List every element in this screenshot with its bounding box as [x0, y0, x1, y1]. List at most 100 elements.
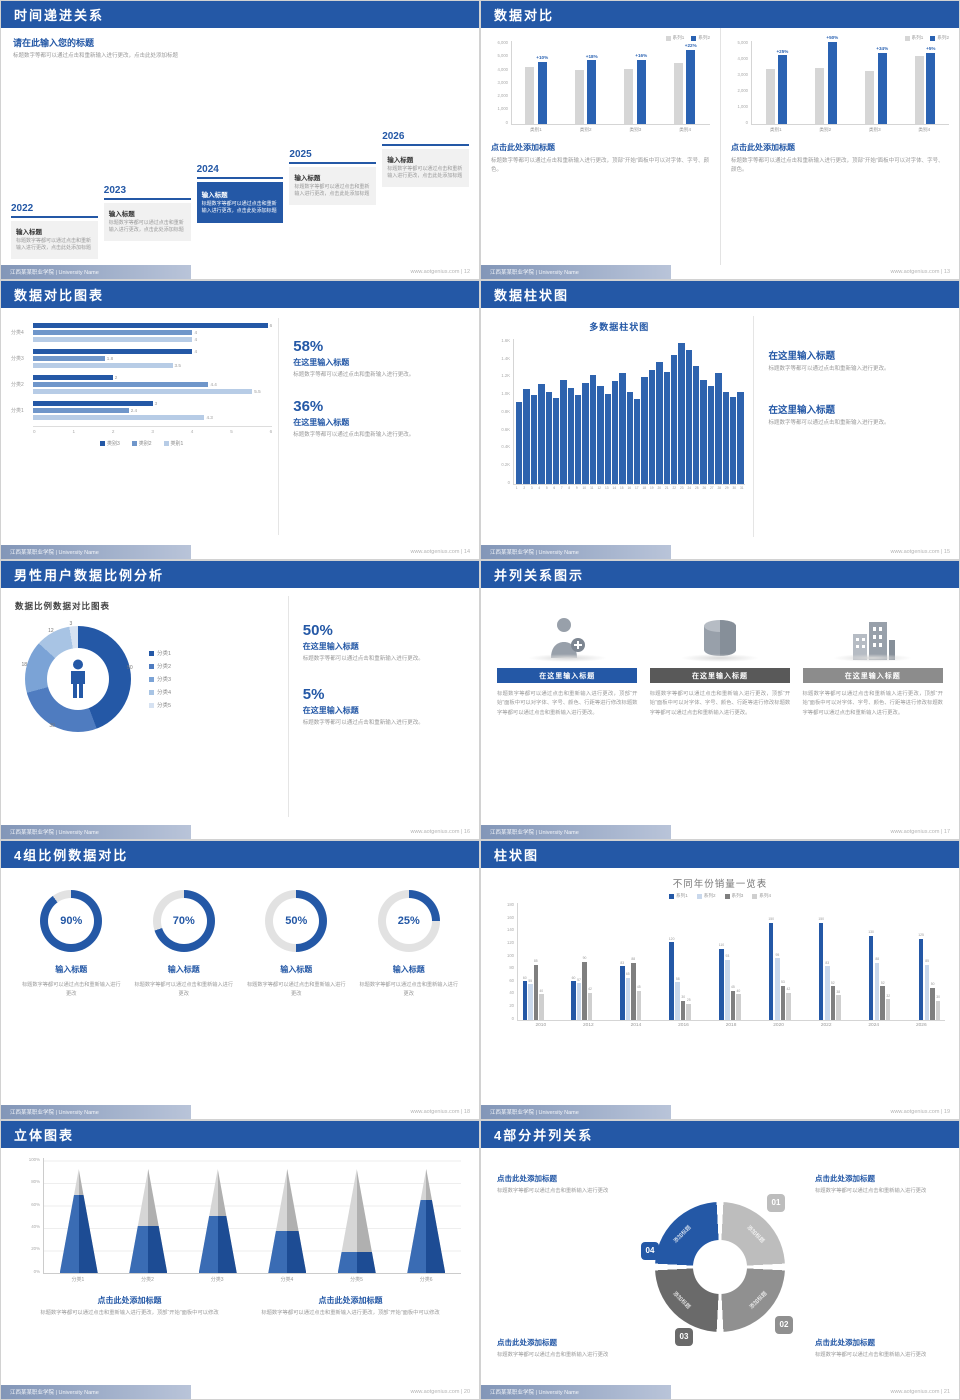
chart-title: 多数据柱状图: [589, 322, 650, 332]
slide-18-ratio-rings[interactable]: 4组比例数据对比 90% 输入标题 标题数字等都可以通过点击和重新输入进行更改 …: [0, 840, 480, 1120]
stat-title: 在这里输入标题: [293, 358, 350, 367]
slide-footer: 江西某某职业学院 | University Name www.aotgenius.…: [1, 545, 479, 559]
slide-body: 100% 80% 60% 40% 20% 0% 分类1 分类2 分类3 分类4 分类5 分类6 点击此…: [1, 1148, 479, 1385]
timeline-rule: [289, 161, 377, 164]
slide-19-grouped-columns[interactable]: 柱状图 不同年份销量一览表 系列1 系列2 系列3 系列4 180 160 140 1…: [480, 840, 960, 1120]
legend-label: 分类1: [157, 651, 172, 657]
progress-ring: 70%: [152, 890, 215, 952]
timeline-item-2022: 2022 输入标题 标题数字等都可以通过点击和重新输入进行更改，点击此处添加标题: [11, 203, 98, 259]
icon-shadow: [833, 654, 913, 662]
slide-title: 数据柱状图: [494, 288, 570, 303]
legend-label: 系列2: [698, 35, 710, 40]
ring-number-03: 03: [675, 1327, 693, 1346]
legend-swatch: [149, 650, 154, 656]
slide-15-column-chart[interactable]: 数据柱状图 多数据柱状图 1.6K 1.4K 1.2K 1.0K 0.8K 0.6K 0.4…: [480, 280, 960, 560]
slide-title: 时间递进关系: [14, 8, 105, 23]
timeline-card: 输入标题 标题数字等都可以通过点击和重新输入进行更改，点击此处添加标题: [289, 166, 377, 205]
ring-desc: 标题数字等都可以通过点击和重新输入进行更改: [134, 982, 234, 998]
stat-block: 在这里输入标题 标题数字等都可以通过点击和重新输入进行更改。: [768, 400, 945, 428]
left-blocks: 点击此处添加标题 标题数字等都可以通过点击和重新输入进行更改 点击此处添加标题 …: [497, 1173, 625, 1360]
donut-center: [47, 648, 109, 710]
ring-title: 输入标题: [392, 965, 425, 974]
legend-label: 系列1: [676, 893, 688, 898]
stat-block: 58% 在这里输入标题 标题数字等都可以通过点击和重新输入进行更改。: [293, 338, 465, 380]
slide-footer: 江西某某职业学院 | University Name www.aotgenius.…: [481, 1385, 959, 1399]
stat-desc: 标题数字等都可以通过点击和重新输入进行更改。: [293, 432, 415, 439]
slide-header: 并列关系图示: [481, 561, 959, 588]
stat-block: 50% 在这里输入标题 标题数字等都可以通过点击和重新输入进行更改。: [303, 622, 465, 664]
card-title: 输入标题: [294, 174, 321, 182]
card-desc: 标题数字等都可以通过点击和重新输入进行更改，点击此处添加标题: [387, 165, 463, 180]
legend-swatch: [149, 702, 154, 708]
slide-13-data-compare[interactable]: 数据对比 系列1 系列2 6,000 5,000 4,000 3,000 2,000 1,…: [480, 0, 960, 280]
slide-footer: 江西某某职业学院 | University Name www.aotgenius.…: [1, 265, 479, 279]
stat-percent: 58%: [293, 338, 324, 355]
stat-percent: 50%: [302, 622, 333, 639]
stats-column: 在这里输入标题 标题数字等都可以通过点击和重新输入进行更改。 在这里输入标题 标…: [753, 316, 959, 537]
ring-block: 25% 输入标题 标题数字等都可以通过点击和重新输入进行更改: [357, 890, 461, 999]
timeline-card: 输入标题 标题数字等都可以通过点击和重新输入进行更改，点击此处添加标题: [382, 148, 469, 187]
legend-swatch: [149, 676, 154, 682]
building-icon: [852, 622, 895, 660]
slide-20-cone-chart[interactable]: 立体图表 100% 80% 60% 40% 20% 0% 分类1 分类2 分类3 分类4 分类5 分类…: [0, 1120, 480, 1400]
chart-legend: 系列1 系列2 系列3 系列4: [495, 893, 945, 899]
footer-school: 江西某某职业学院 | University Name: [481, 1105, 671, 1119]
block-title: 点击此处添加标题: [815, 1337, 875, 1347]
slide-21-four-parts[interactable]: 4部分并列关系 点击此处添加标题 标题数字等都可以通过点击和重新输入进行更改 点…: [480, 1120, 960, 1400]
block-title: 点击此处添加标题: [491, 142, 555, 152]
card-title: 输入标题: [387, 156, 414, 164]
ring-title: 输入标题: [167, 965, 200, 974]
parallel-column: 在这里输入标题 标题数字等都可以通过点击和重新输入进行更改，顶部“开始”面板中可…: [649, 604, 791, 817]
intro-block: 请在此输入您的标题 标题数字等都可以通过点击和重新输入进行更改，点击此处添加标题: [13, 36, 238, 61]
slide-body: 系列1 系列2 6,000 5,000 4,000 3,000 2,000 1,000 0 +…: [481, 28, 959, 265]
slide-header: 数据柱状图: [481, 281, 959, 308]
ring-number-02: 02: [775, 1315, 793, 1334]
slide-footer: 江西某某职业学院 | University Name www.aotgenius.…: [481, 265, 959, 279]
icon-shadow: [527, 654, 607, 662]
slide-14-hbar-chart[interactable]: 数据对比图表 分类4 6 4 4 分类3 4 1.8 3.5 分类2 2 4.4 5.5 分类1 3 2.4…: [0, 280, 480, 560]
legend-swatch: [752, 893, 758, 899]
column-desc: 标题数字等都可以通过点击和重新输入进行更改，顶部“开始”面板中可以对字体、字号、…: [649, 691, 791, 716]
timeline-rule: [382, 143, 469, 146]
slide-title: 立体图表: [14, 1128, 75, 1143]
stat-desc: 标题数字等都可以通过点击和重新输入进行更改。: [302, 656, 424, 662]
ring-block: 50% 输入标题 标题数字等都可以通过点击和重新输入进行更改: [245, 890, 349, 999]
text-block: 点击此处添加标题 标题数字等都可以通过点击和重新输入进行更改: [815, 1173, 943, 1196]
slide-footer: 江西某某职业学院 | University Name www.aotgenius.…: [1, 1385, 479, 1399]
intro-desc: 标题数字等都可以通过点击和重新输入进行更改，点击此处添加标题: [13, 53, 179, 59]
slide-17-parallel[interactable]: 并列关系图示 在这里输入标题 标题数字等都可以通过点击和重新输入进行更改，顶: [480, 560, 960, 840]
timeline-card: 输入标题 标题数字等都可以通过点击和重新输入进行更改，点击此处添加标题: [103, 202, 191, 241]
slide-16-male-ratio[interactable]: 男性用户数据比例分析 数据比例数据对比图表 50 30 18 12 3: [0, 560, 480, 840]
stat-title: 在这里输入标题: [768, 351, 835, 362]
chart-area: 多数据柱状图 1.6K 1.4K 1.2K 1.0K 0.8K 0.6K 0.4K 0.2K 0…: [481, 308, 753, 545]
footer-school: 江西某某职业学院 | University Name: [481, 545, 671, 559]
stat-desc: 标题数字等都可以通过点击和重新输入进行更改。: [293, 372, 415, 378]
slide-body: 90% 输入标题 标题数字等都可以通过点击和重新输入进行更改 70% 输入标题 …: [1, 868, 479, 1105]
stat-desc: 标题数字等都可以通过点击和重新输入进行更改。: [302, 720, 424, 727]
slide-footer: 江西某某职业学院 | University Name www.aotgenius.…: [481, 825, 959, 839]
cylinder-icon: [703, 620, 736, 656]
column-title-bar: 在这里输入标题: [802, 668, 943, 683]
stat-desc: 标题数字等都可以通过点击和重新输入进行更改。: [768, 420, 890, 427]
footer-site-page: www.aotgenius.com | 17: [890, 829, 950, 835]
block-desc: 标题数字等都可以通过点击和重新输入进行更改，顶部“开始”面板中可以对字体、字号、…: [491, 157, 710, 173]
stat-percent: 5%: [302, 686, 325, 704]
block-desc: 标题数字等都可以通过点击和重新输入进行更改: [497, 1188, 609, 1195]
chart-legend: 系列1 系列2: [731, 35, 949, 41]
icon-box: [803, 604, 943, 662]
legend-swatch: [149, 663, 154, 669]
slide-12-timeline[interactable]: 时间递进关系 请在此输入您的标题 标题数字等都可以通过点击和重新输入进行更改，点…: [0, 0, 480, 280]
column-desc: 标题数字等都可以通过点击和重新输入进行更改，顶部“开始”面板中可以对字体、字号、…: [497, 691, 638, 716]
legend-swatch: [904, 35, 910, 41]
ring-center: [693, 1239, 747, 1294]
card-title: 输入标题: [201, 191, 228, 199]
slide-header: 数据对比图表: [1, 281, 479, 308]
slide-title: 并列关系图示: [494, 568, 585, 583]
block-desc: 标题数字等都可以通过点击和重新输入进行更改，顶部“开始”面板中可以修改: [261, 1310, 440, 1316]
block-desc: 标题数字等都可以通过点击和重新输入进行更改: [815, 1351, 927, 1358]
ring-desc: 标题数字等都可以通过点击和重新输入进行更改: [21, 982, 121, 998]
legend-swatch: [665, 35, 671, 41]
ring-block: 70% 输入标题 标题数字等都可以通过点击和重新输入进行更改: [132, 890, 236, 999]
male-icon: [71, 659, 85, 698]
slide-title: 数据对比图表: [14, 288, 105, 303]
